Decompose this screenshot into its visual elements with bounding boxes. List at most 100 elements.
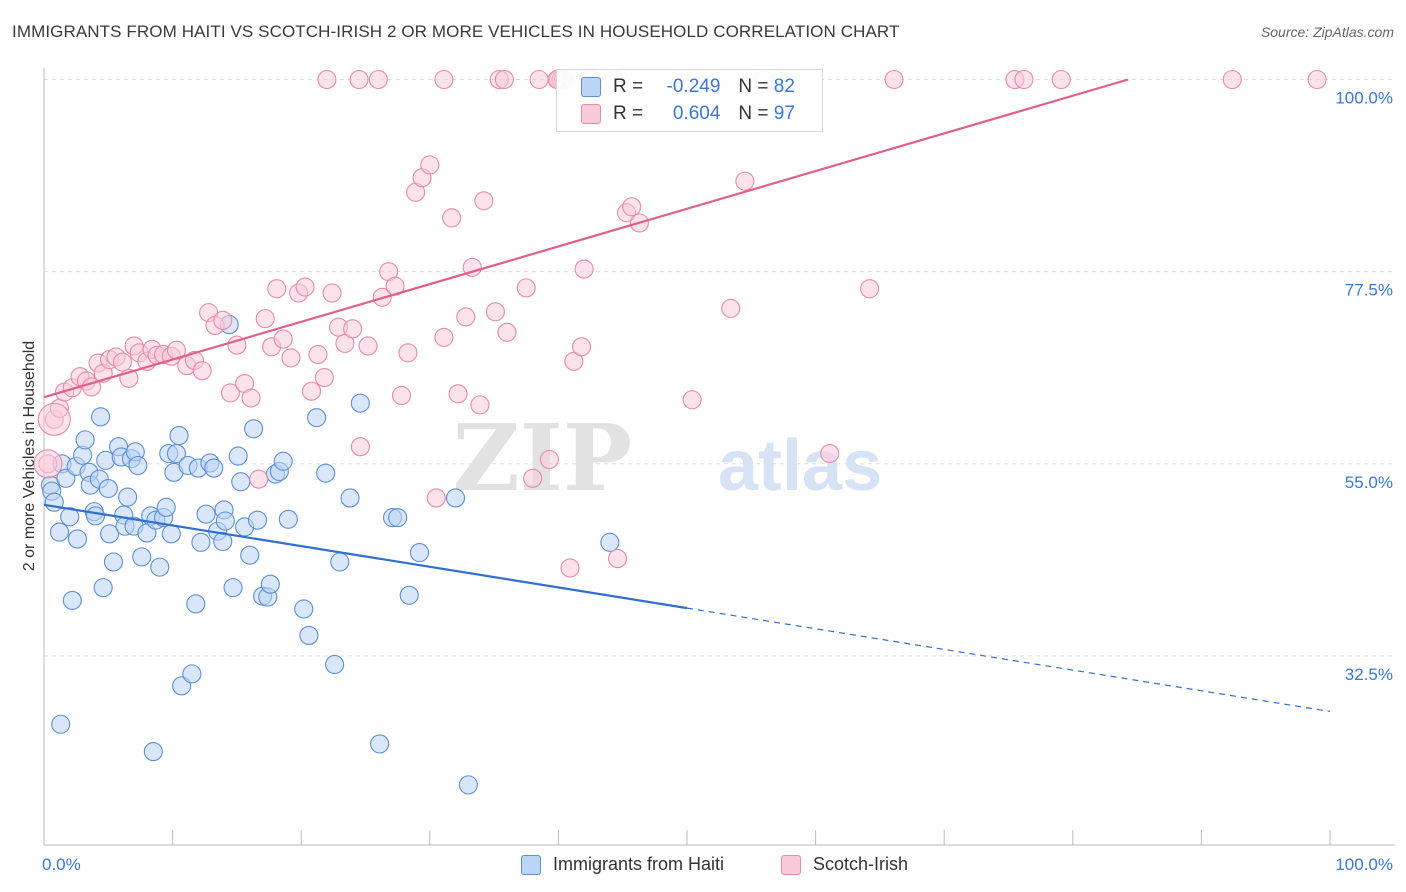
legend-swatch-scotch-irish <box>581 103 601 124</box>
data-point <box>191 532 211 552</box>
data-point <box>560 558 580 578</box>
data-point <box>721 298 741 318</box>
data-point <box>60 507 80 527</box>
data-point <box>156 497 176 517</box>
data-point <box>349 69 369 90</box>
legend-r-value-haiti: -0.249 <box>666 76 721 97</box>
data-point <box>49 522 69 542</box>
data-point <box>267 279 287 299</box>
data-point <box>260 574 280 594</box>
data-point <box>1222 69 1242 90</box>
data-point <box>182 664 202 684</box>
series-legend-haiti: Immigrants from Haiti <box>521 852 724 876</box>
data-point <box>1307 69 1327 90</box>
legend-n-value-haiti: 82 <box>773 76 795 97</box>
data-point <box>112 352 132 372</box>
series-legend-label-scotch-irish: Scotch-Irish <box>813 854 909 874</box>
data-point <box>448 384 468 404</box>
legend-n-label: N = <box>738 103 769 124</box>
data-point <box>398 343 418 363</box>
x-tick-label: 0.0% <box>42 855 81 874</box>
watermark-atlas: atlas <box>718 426 882 506</box>
data-point <box>314 367 334 388</box>
y-axis-label: 2 or more Vehicles in Household <box>21 340 38 572</box>
correlation-legend: R = -0.249 N = 82 R = 0.604 N = 97 <box>556 69 823 132</box>
data-point <box>884 69 904 90</box>
watermark: ZIP atlas <box>453 404 882 512</box>
data-point <box>228 446 248 466</box>
y-tick-label: 55.0% <box>1345 473 1393 492</box>
data-point <box>860 279 880 299</box>
data-point <box>294 599 314 619</box>
data-point <box>458 775 478 795</box>
data-point <box>244 419 264 439</box>
data-point <box>223 578 243 598</box>
data-point <box>98 479 118 499</box>
data-point <box>622 197 642 217</box>
data-point <box>370 734 390 754</box>
data-point <box>307 408 327 428</box>
data-point <box>574 259 594 279</box>
legend-row-scotch-irish: R = 0.604 N = 97 <box>581 102 795 126</box>
data-point <box>358 336 378 356</box>
data-point <box>301 381 322 401</box>
data-point <box>132 547 152 567</box>
legend-swatch-haiti <box>581 76 601 97</box>
data-point <box>128 455 148 476</box>
series-legend-label-haiti: Immigrants from Haiti <box>553 854 725 874</box>
data-point <box>539 449 559 470</box>
series-legend: Immigrants from Haiti Scotch-Irish <box>0 852 1406 876</box>
data-point <box>399 585 419 605</box>
data-point <box>350 437 370 457</box>
data-point <box>278 509 298 529</box>
data-point <box>820 443 840 464</box>
data-point <box>322 283 342 303</box>
data-point <box>255 309 275 329</box>
series-swatch-haiti <box>521 855 541 876</box>
data-point <box>735 171 755 191</box>
tick-labels: 32.5% 55.0% 77.5% 100.0% 0.0% 100.0% <box>42 89 1393 875</box>
data-point <box>213 310 233 330</box>
legend-r-label: R = <box>613 76 644 97</box>
chart-title: IMMIGRANTS FROM HAITI VS SCOTCH-IRISH 2 … <box>12 22 900 41</box>
data-point <box>231 472 251 492</box>
data-point <box>497 322 517 342</box>
data-point <box>299 625 319 645</box>
data-point <box>100 524 120 544</box>
data-point <box>330 552 350 572</box>
data-point <box>474 191 494 211</box>
data-point <box>227 335 247 355</box>
data-point <box>388 508 408 528</box>
trend-line-haiti <box>43 503 688 610</box>
data-point-large <box>37 402 71 436</box>
trend-line-haiti-extrapolated <box>686 607 1331 713</box>
data-point <box>316 463 336 483</box>
data-point <box>186 594 206 614</box>
legend-row-haiti: R = -0.249 N = 82 <box>581 75 795 99</box>
data-point <box>62 590 82 610</box>
y-tick-label: 100.0% <box>1335 89 1393 108</box>
data-point <box>96 450 116 470</box>
data-point <box>118 487 138 507</box>
data-point <box>1014 69 1034 90</box>
data-point <box>295 277 315 297</box>
data-point <box>600 532 620 552</box>
data-point <box>249 469 269 489</box>
data-point <box>204 458 224 478</box>
data-point <box>240 545 260 565</box>
y-tick-label: 32.5% <box>1345 665 1393 684</box>
data-point <box>150 557 170 577</box>
legend-r-label: R = <box>613 103 644 124</box>
data-point <box>192 361 212 381</box>
series-swatch-scotch-irish <box>781 855 801 876</box>
data-point <box>434 327 454 347</box>
data-point <box>169 426 189 446</box>
data-point <box>93 578 113 598</box>
legend-n-value-scotch-irish: 97 <box>773 103 795 124</box>
data-point <box>343 319 363 339</box>
data-point <box>51 714 71 734</box>
data-point <box>350 393 370 413</box>
data-point <box>325 654 345 675</box>
grid-lines <box>44 79 1395 657</box>
trend-lines <box>43 78 1331 713</box>
